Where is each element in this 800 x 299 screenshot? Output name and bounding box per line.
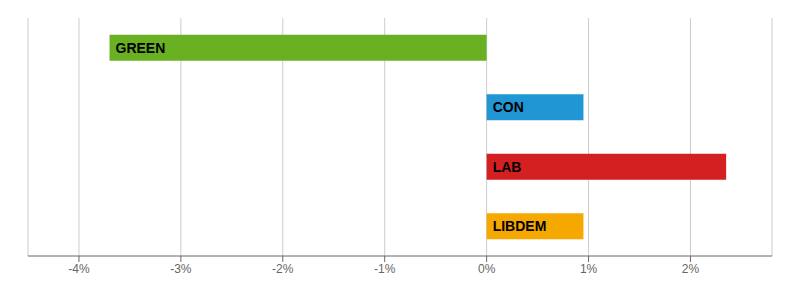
svg-text:-1%: -1% xyxy=(374,262,396,276)
svg-text:2%: 2% xyxy=(682,262,700,276)
svg-text:LAB: LAB xyxy=(493,159,522,175)
svg-text:GREEN: GREEN xyxy=(116,40,166,56)
svg-text:-2%: -2% xyxy=(272,262,294,276)
svg-text:-3%: -3% xyxy=(170,262,192,276)
svg-text:-4%: -4% xyxy=(68,262,90,276)
svg-text:LIBDEM: LIBDEM xyxy=(493,218,547,234)
svg-text:CON: CON xyxy=(493,99,524,115)
svg-text:0%: 0% xyxy=(478,262,496,276)
svg-text:1%: 1% xyxy=(580,262,598,276)
